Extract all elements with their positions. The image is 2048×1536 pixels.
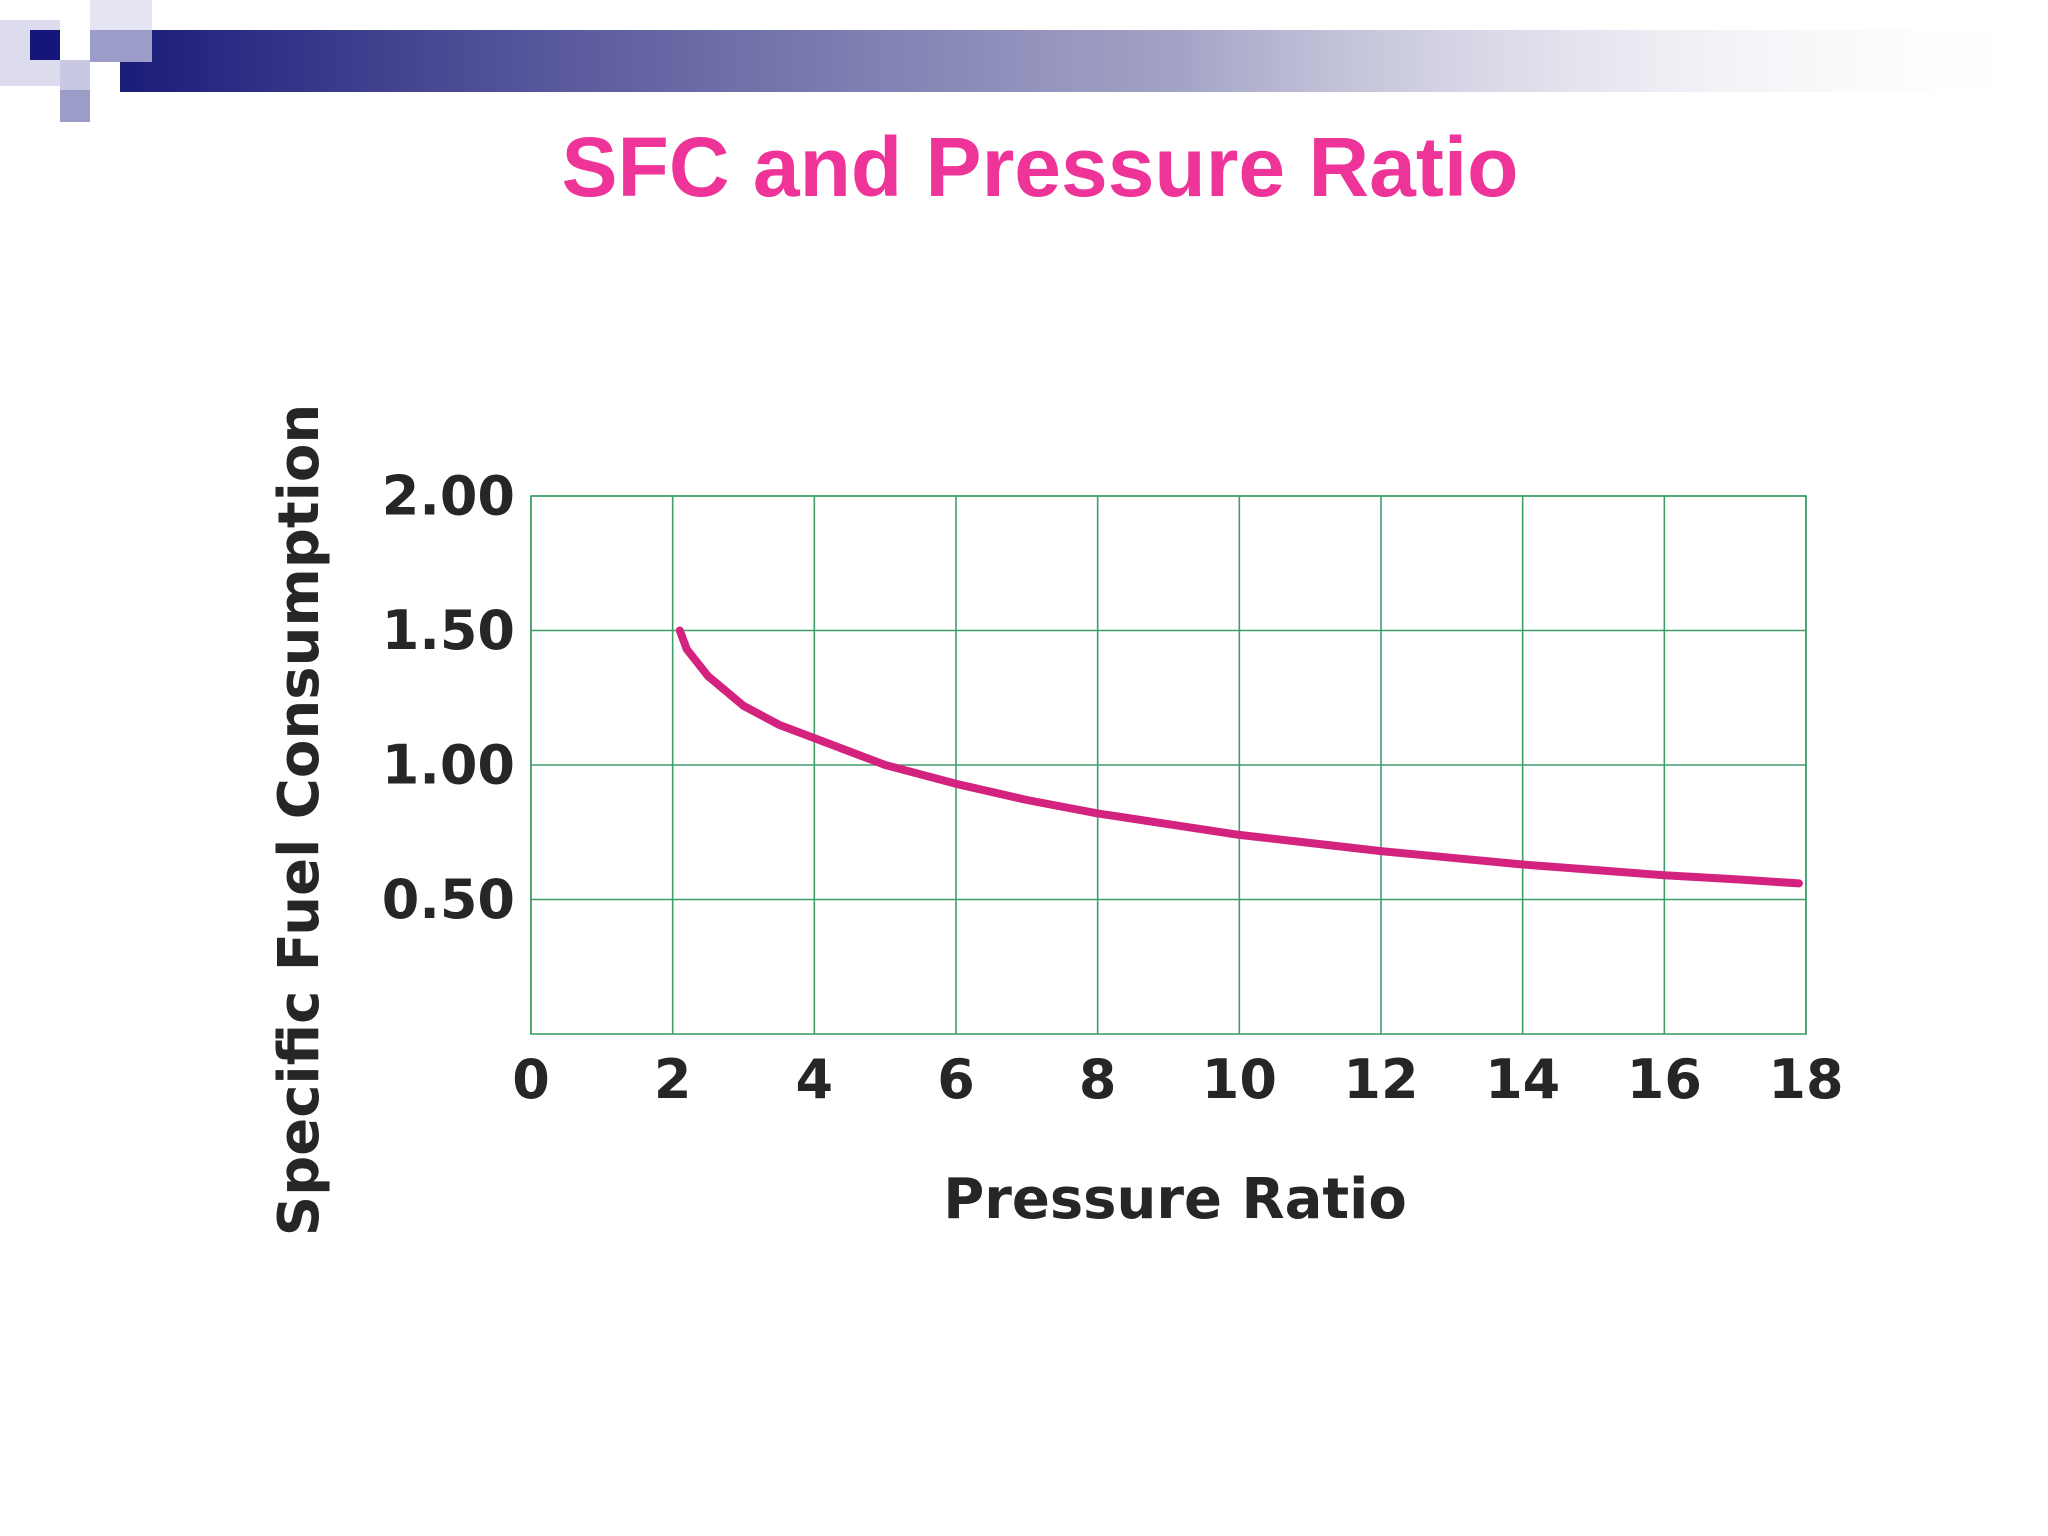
series-line-0 (675, 626, 1803, 888)
plot-frame (530, 495, 1807, 1035)
y-axis-ticks: 0.50 1.00 1.50 2.00 (382, 465, 515, 932)
x-tick-label: 2 (654, 1048, 692, 1111)
series-layer (675, 626, 1803, 888)
x-tick-label: 16 (1627, 1048, 1702, 1111)
y-tick-label: 1.00 (382, 734, 515, 797)
header-square-mid (90, 30, 152, 62)
slide-title: SFC and Pressure Ratio (561, 120, 1519, 214)
x-axis-title: Pressure Ratio (943, 1167, 1407, 1232)
header-square-dark (30, 30, 60, 60)
y-tick-label: 0.50 (382, 868, 515, 931)
x-tick-label: 4 (796, 1048, 834, 1111)
x-tick-label: 0 (512, 1048, 550, 1111)
x-tick-label: 6 (937, 1048, 975, 1111)
x-tick-label: 10 (1202, 1048, 1277, 1111)
x-axis-ticks: 0 2 4 6 8 10 12 14 16 18 (512, 1048, 1843, 1111)
x-tick-label: 8 (1079, 1048, 1117, 1111)
x-tick-label: 14 (1485, 1048, 1560, 1111)
x-tick-label: 18 (1768, 1048, 1843, 1111)
y-axis-title: Specific Fuel Consumption (267, 404, 332, 1236)
y-tick-label: 1.50 (382, 599, 515, 662)
grid (530, 495, 1807, 1035)
slide-header-decoration (0, 0, 2048, 122)
y-tick-label: 2.00 (382, 465, 515, 528)
header-banner (120, 30, 2048, 92)
header-square-small (60, 60, 90, 90)
x-tick-label: 12 (1343, 1048, 1418, 1111)
header-square-bottom (60, 90, 90, 122)
